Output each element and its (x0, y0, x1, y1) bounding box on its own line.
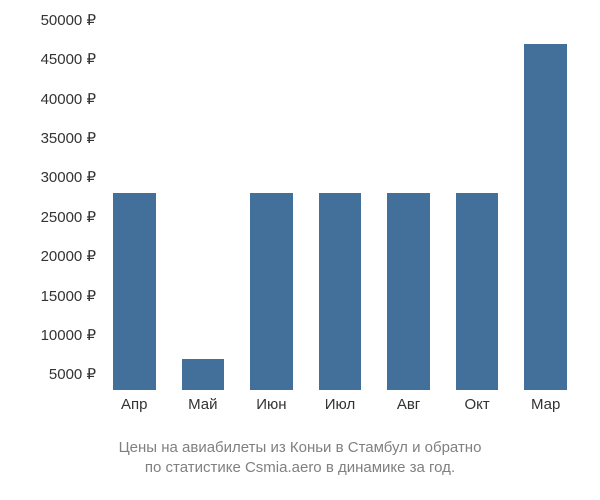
chart-caption: Цены на авиабилеты из Коньи в Стамбул и … (0, 438, 600, 479)
plot-area (100, 20, 580, 390)
bars-layer (100, 20, 580, 390)
y-tick-label: 25000 ₽ (41, 208, 96, 226)
caption-line-1: Цены на авиабилеты из Коньи в Стамбул и … (119, 439, 482, 456)
x-tick-label: Июл (325, 396, 355, 413)
bar (524, 44, 567, 390)
y-tick-label: 15000 ₽ (41, 287, 96, 305)
bar (250, 193, 293, 390)
bar (387, 193, 430, 390)
y-tick-label: 20000 ₽ (41, 247, 96, 265)
x-tick-label: Июн (256, 396, 286, 413)
y-tick-label: 50000 ₽ (41, 11, 96, 29)
bar (456, 193, 499, 390)
bar (319, 193, 362, 390)
y-tick-label: 5000 ₽ (49, 365, 96, 383)
x-tick-label: Окт (465, 396, 490, 413)
y-tick-label: 40000 ₽ (41, 90, 96, 108)
x-tick-label: Апр (121, 396, 147, 413)
y-tick-label: 35000 ₽ (41, 129, 96, 147)
bar (182, 359, 225, 390)
x-tick-label: Май (188, 396, 217, 413)
x-axis: Апр Май Июн Июл Авг Окт Мар (100, 396, 580, 420)
y-tick-label: 45000 ₽ (41, 50, 96, 68)
caption-line-2: по статистике Csmia.aero в динамике за г… (145, 459, 455, 476)
y-axis: 5000 ₽ 10000 ₽ 15000 ₽ 20000 ₽ 25000 ₽ 30000 … (0, 20, 96, 390)
bar (113, 193, 156, 390)
y-tick-label: 10000 ₽ (41, 326, 96, 344)
price-chart: 5000 ₽ 10000 ₽ 15000 ₽ 20000 ₽ 25000 ₽ 30000 … (0, 0, 600, 500)
x-tick-label: Мар (531, 396, 560, 413)
y-tick-label: 30000 ₽ (41, 168, 96, 186)
x-tick-label: Авг (397, 396, 420, 413)
